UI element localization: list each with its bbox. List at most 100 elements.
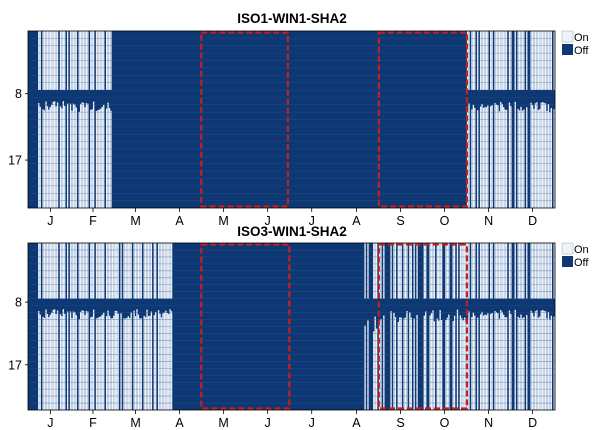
heatmap-cell-on (92, 309, 95, 410)
heatmap-cell-on (500, 102, 502, 208)
heatmap-cell-on (490, 313, 492, 410)
x-tick-label: M (218, 416, 228, 430)
heatmap-cell-on (481, 311, 483, 410)
x-tick-label: A (352, 416, 361, 430)
heatmap-cell-on (56, 102, 59, 208)
heatmap-cell-on (456, 309, 459, 410)
heatmap-cell-on (544, 311, 547, 410)
heatmap-cell-on (471, 109, 473, 208)
heatmap-cell-on (549, 319, 551, 410)
heatmap-cell-on (518, 318, 521, 410)
heatmap-cell-on (503, 107, 505, 208)
heatmap-cell-on (484, 106, 486, 208)
heatmap-panel-iso3: ISO3-WIN1-SHA2 J F M A M J J A S O N D 8 17 (8, 224, 556, 430)
heatmap-cell-on (520, 314, 522, 410)
heatmap-cell-on (367, 320, 369, 410)
heatmap-cell-on (530, 102, 532, 208)
y-tick-label: 17 (8, 358, 22, 372)
heatmap-cell-on (453, 315, 456, 410)
heatmap-cell-on (126, 317, 128, 410)
heatmap-cell-on (539, 316, 541, 410)
heatmap-cell-on (501, 104, 503, 208)
heatmap-cell-on (49, 106, 51, 208)
heatmap-cell-on (482, 315, 485, 410)
heatmap-cell-on (105, 108, 108, 208)
heatmap-cell-on (404, 317, 407, 410)
plot-frame (27, 242, 556, 411)
heatmap-cell-on (440, 320, 443, 410)
heatmap-cell-on (42, 316, 44, 410)
heatmap-cell-on (400, 317, 402, 410)
heatmap-cell-on (539, 108, 541, 208)
heatmap-cell-on (546, 318, 548, 410)
legend-swatch-off-iso1 (562, 44, 573, 55)
heatmap-cell-on (129, 317, 131, 410)
heatmap-cell-on (477, 110, 479, 208)
heatmap-cell-on (479, 106, 482, 208)
heatmap-cell-on (81, 102, 83, 208)
heatmap-cell-on (90, 109, 92, 208)
y-tick-label: 8 (15, 296, 22, 310)
heatmap-cell-on (374, 316, 376, 410)
heatmap-cell-on (526, 314, 528, 410)
heatmap-cell-on (53, 101, 56, 208)
legend-swatch-on-iso3 (561, 242, 574, 255)
heatmap-cell-on (97, 317, 99, 410)
heatmap-cell-on (416, 314, 418, 410)
heatmap-cell-on (97, 110, 99, 208)
x-tick-label: A (175, 214, 184, 228)
heatmap-cell-on (425, 311, 427, 410)
heatmap-cell-on (92, 101, 95, 208)
heatmap-cell-on (127, 316, 129, 410)
highlight-box-1 (200, 31, 289, 208)
heatmap-cell-on (78, 111, 80, 208)
heatmap-cell-on (481, 103, 483, 208)
heatmap-cell-on (108, 108, 111, 208)
heatmap-cell-on (48, 109, 50, 208)
heatmap-cell-on (108, 315, 111, 410)
heatmap-cell-on (38, 310, 40, 410)
heatmap-cell-on (487, 313, 489, 410)
heatmap-cell-on (543, 310, 545, 410)
heatmap-cell-on (160, 317, 163, 410)
heatmap-cell-on (533, 316, 535, 410)
heatmap-cell-on (69, 311, 72, 410)
heatmap-cell-on (547, 311, 550, 410)
heatmap-cell-on (69, 103, 72, 208)
heatmap-cell-on (517, 109, 519, 208)
heatmap-cell-on (46, 106, 49, 208)
heatmap-cell-on (59, 106, 62, 208)
heatmap-cell-on (390, 311, 392, 410)
heatmap-cell-on (95, 318, 98, 410)
heatmap-cell-on (136, 309, 138, 410)
heatmap-cell-on (490, 106, 492, 208)
heatmap-cell-on (55, 314, 57, 410)
heatmap-cell-on (165, 310, 167, 410)
heatmap-cell-on (504, 317, 506, 410)
heatmap-cell-on (485, 107, 488, 208)
heatmap-cell-on (100, 108, 102, 208)
x-tick-label: N (484, 214, 493, 228)
heatmap-cell-on (540, 102, 542, 208)
heatmap-cell-on (446, 317, 449, 410)
heatmap-cell-on (474, 107, 476, 208)
heatmap-cell-on (62, 101, 64, 208)
heatmap-cell-on (464, 317, 466, 410)
heatmap-cell-on (534, 311, 537, 410)
heatmap-cell-on (550, 108, 552, 208)
y-tick-label: 17 (8, 154, 22, 168)
heatmap-cell-on (537, 317, 540, 410)
heatmap-cell-on (75, 107, 77, 208)
heatmap-cell-on (373, 331, 375, 410)
heatmap-cell-on (505, 109, 508, 208)
heatmap-cell-on (120, 313, 122, 410)
heatmap-cell-on (66, 103, 69, 208)
heatmap-cell-on (436, 318, 438, 410)
heatmap-cell-on (149, 315, 151, 410)
heatmap-cell-on (87, 311, 89, 410)
heatmap-cell-on (72, 103, 75, 208)
heatmap-cell-on (150, 311, 153, 410)
heatmap-cell-on (487, 105, 489, 208)
heatmap-cell-on (61, 108, 63, 208)
x-tick-label: M (130, 416, 140, 430)
